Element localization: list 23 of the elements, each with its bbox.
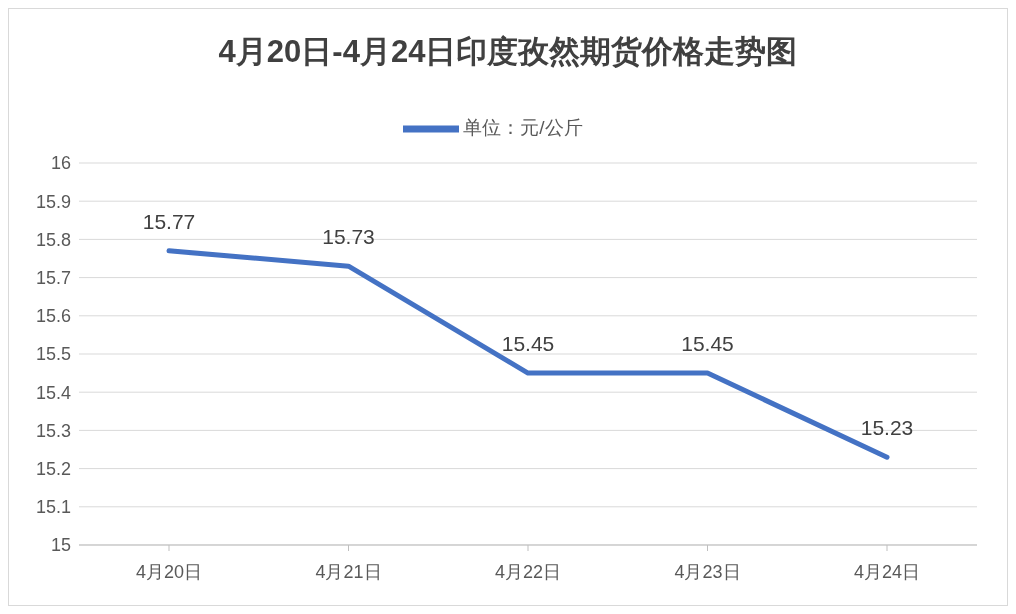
y-tick-label: 15.7	[35, 267, 71, 288]
data-label: 15.77	[142, 209, 196, 233]
x-tick-label: 4月24日	[853, 561, 921, 582]
y-tick-label: 16	[50, 153, 71, 174]
x-tick-label: 4月20日	[135, 561, 203, 582]
y-tick-label: 15.3	[35, 420, 71, 441]
y-tick-label: 15.2	[35, 458, 71, 479]
y-tick-label: 15.6	[35, 306, 71, 327]
x-tick-label: 4月22日	[494, 561, 562, 582]
y-tick-label: 15.1	[35, 497, 71, 518]
chart-title: 4月20日-4月24日印度孜然期货价格走势图	[217, 33, 799, 71]
x-tick-label: 4月21日	[315, 561, 382, 582]
y-tick-label: 15.5	[35, 344, 71, 365]
y-tick-label: 15.8	[35, 229, 71, 250]
y-tick-label: 15.4	[35, 382, 71, 403]
x-tick-label: 4月23日	[674, 561, 741, 582]
data-label: 15.23	[860, 416, 914, 440]
data-label: 15.45	[681, 332, 734, 356]
legend-label: 单位：元/公斤	[463, 117, 583, 139]
y-tick-label: 15.9	[35, 191, 71, 212]
data-label: 15.73	[322, 225, 375, 249]
y-tick-label: 15	[50, 535, 71, 556]
data-label: 15.45	[501, 332, 555, 356]
